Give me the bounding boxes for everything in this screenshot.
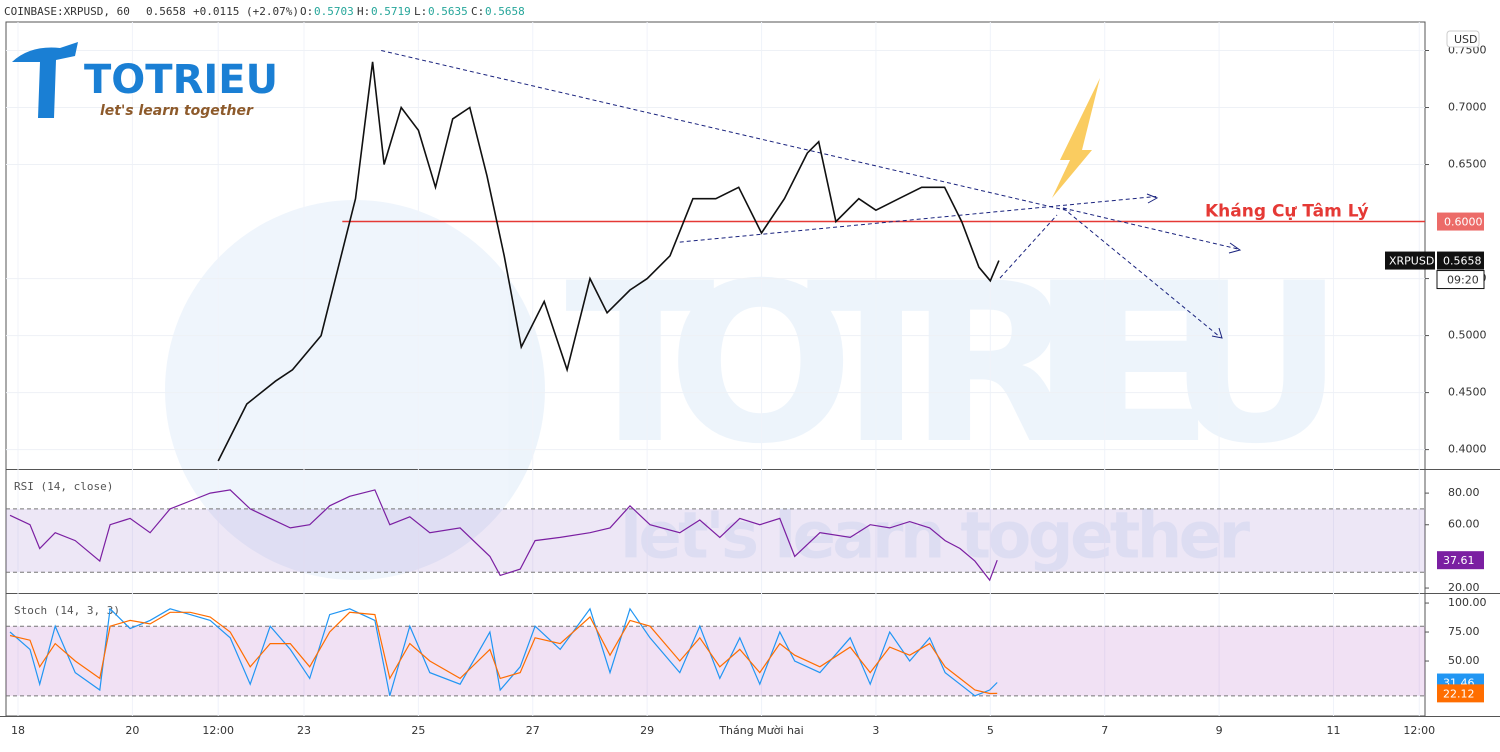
y-tick-label: 0.4000	[1448, 443, 1487, 456]
close-label: C:	[471, 5, 484, 18]
unit: USD	[1454, 33, 1478, 46]
low: 0.5635	[428, 5, 468, 18]
last-value-bg	[1437, 684, 1484, 703]
arrow-line	[999, 214, 1058, 279]
x-tick-label: 25	[411, 724, 425, 737]
open-label: O:	[300, 5, 313, 18]
high-label: H:	[357, 5, 370, 18]
x-tick-label: 29	[640, 724, 654, 737]
x-tick-label: 9	[1216, 724, 1223, 737]
resistance-text: Kháng Cự Tâm Lý	[1205, 202, 1369, 222]
change: +0.0115 (+2.07%)	[193, 5, 299, 18]
last-value-bg	[1437, 551, 1484, 570]
symbol: COINBASE:XRPUSD, 60	[4, 5, 130, 18]
last-value-text: 0.5658	[1443, 255, 1482, 268]
panels: 18 20 12:00 23 25 27 29 Tháng Mười hai 3 5 7 9 11 12:…	[0, 21, 1500, 737]
logo-title: TOTRIEU	[84, 57, 278, 103]
x-tick-label: 7	[1101, 724, 1108, 737]
series-line	[9, 611, 998, 695]
x-tick-label: 3	[872, 724, 879, 737]
y-tick-label: 100.00	[1448, 596, 1487, 609]
watermark-tagline: let's learn together	[620, 500, 1250, 574]
x-tick-label: 5	[987, 724, 994, 737]
high: 0.5719	[371, 5, 411, 18]
highlight-arrow	[1052, 78, 1100, 198]
y-tick-label: 0.4500	[1448, 386, 1487, 399]
panel-title: Stoch (14, 3, 3)	[14, 604, 120, 617]
y-tick-label: 80.00	[1448, 486, 1480, 499]
panel-title: RSI (14, close)	[14, 480, 113, 493]
x-tick-label: 23	[297, 724, 311, 737]
close: 0.5658	[485, 5, 525, 18]
watermark-circle	[165, 200, 545, 580]
band	[6, 508, 1425, 573]
last-value: 0.5658 XRPUSD 09:20	[1385, 251, 1485, 290]
y-tick-label: 0.6500	[1448, 158, 1487, 171]
arrow-line	[1062, 207, 1221, 338]
time-bg	[1436, 270, 1485, 290]
x-tick-label: 12:00	[1403, 724, 1435, 737]
y-tick-label: 0.7000	[1448, 101, 1487, 114]
x-tick-label: 27	[526, 724, 540, 737]
y-tick-label: 0.5000	[1448, 329, 1487, 342]
last-value: 22.12	[1437, 684, 1484, 703]
header: COINBASE:XRPUSD, 60 0.5658 +0.0115 (+2.0…	[4, 5, 525, 18]
unit-box	[1446, 30, 1480, 48]
time-label: 09:20	[1447, 274, 1479, 287]
resistance-label-bg	[1437, 212, 1484, 231]
series-line	[9, 607, 998, 697]
last-price: 0.5658	[146, 5, 186, 18]
x-tick-label: 12:00	[202, 724, 234, 737]
arrow-line	[1062, 207, 1239, 250]
trendline	[381, 50, 1071, 212]
annotations	[999, 193, 1242, 339]
last-value-text: 37.61	[1443, 554, 1475, 567]
y-tick-label: 75.00	[1448, 625, 1480, 638]
low-label: L:	[414, 5, 427, 18]
y-tick-label: 20.00	[1448, 581, 1480, 594]
symbol-label: XRPUSD	[1389, 255, 1434, 268]
last-value: 37.61	[1437, 551, 1484, 570]
watermark-title: TOTRIEU	[565, 236, 1345, 492]
logo: TOTRIEU let's learn together	[12, 42, 278, 119]
logo-icon	[12, 42, 78, 118]
x-tick-label: 11	[1326, 724, 1340, 737]
series-line	[9, 489, 998, 582]
y-tick-label: 50.00	[1448, 654, 1480, 667]
last-value-text: 22.12	[1443, 687, 1475, 700]
x-tick-label: Tháng Mười hai	[718, 724, 803, 737]
x-tick-label: 20	[125, 724, 139, 737]
open: 0.5703	[314, 5, 354, 18]
last-value-bg	[1437, 251, 1484, 270]
resistance-label: 0.6000	[1444, 216, 1483, 229]
arrow-head	[1228, 242, 1242, 254]
trendline	[679, 195, 1157, 243]
x-tick-label: 18	[11, 724, 25, 737]
arrow-head	[1146, 193, 1159, 204]
y-tick-label: 60.00	[1448, 518, 1480, 531]
logo-tagline: let's learn together	[100, 103, 254, 119]
symbol-bg	[1385, 251, 1435, 270]
arrow-head	[1211, 327, 1223, 339]
series-line	[217, 61, 1000, 462]
